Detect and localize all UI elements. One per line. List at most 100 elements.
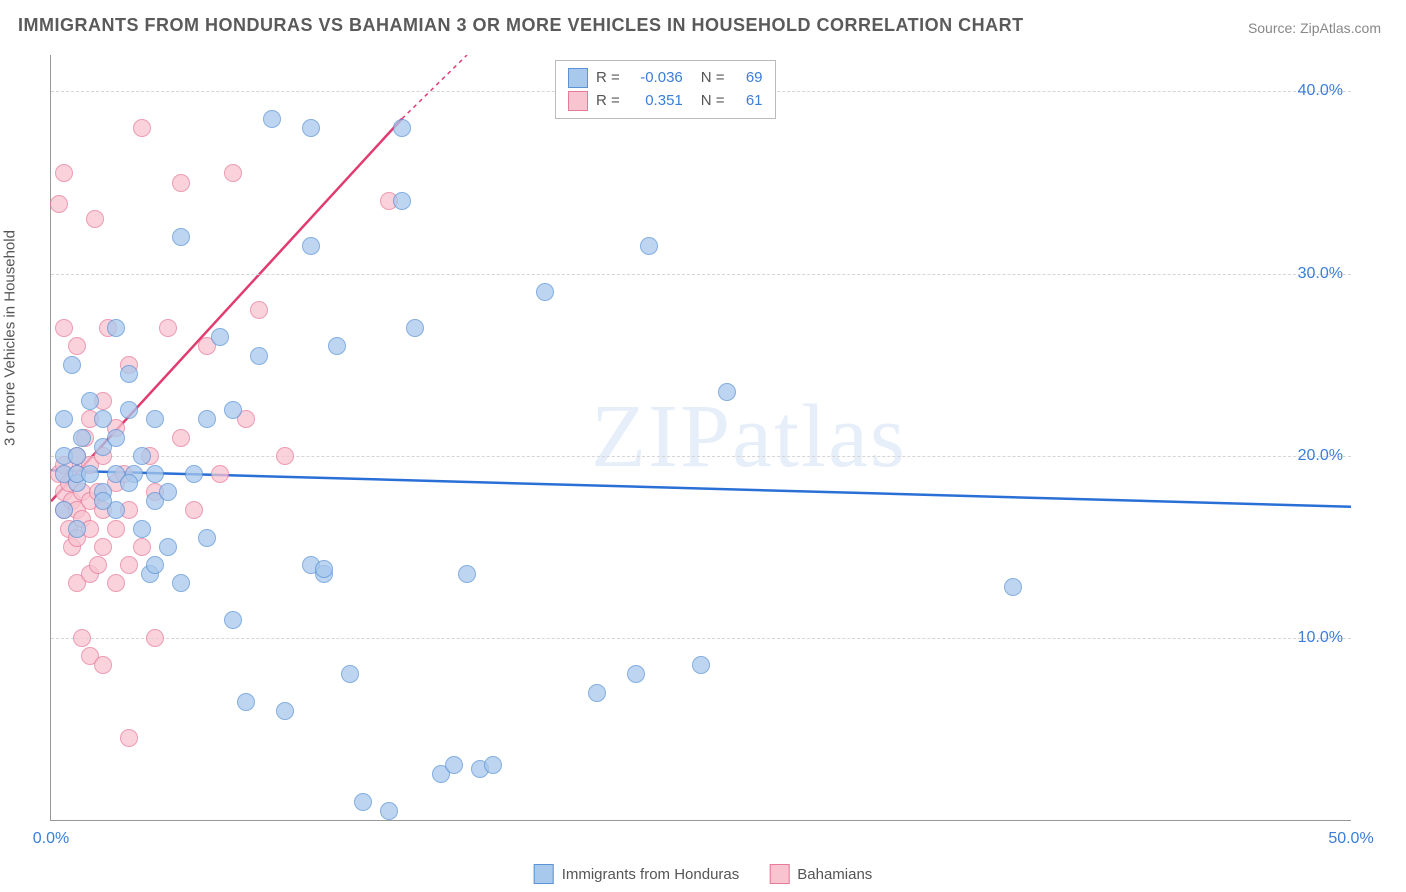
gridline <box>51 274 1351 275</box>
data-point <box>224 164 242 182</box>
data-point <box>159 538 177 556</box>
data-point <box>120 474 138 492</box>
data-point <box>718 383 736 401</box>
y-tick-label: 10.0% <box>1298 629 1343 647</box>
data-point <box>276 447 294 465</box>
data-point <box>73 429 91 447</box>
data-point <box>211 465 229 483</box>
data-point <box>146 465 164 483</box>
legend-label: Immigrants from Honduras <box>562 866 740 883</box>
swatch-icon <box>534 864 554 884</box>
legend-row: R = 0.351 N = 61 <box>568 90 763 113</box>
data-point <box>81 392 99 410</box>
data-point <box>484 756 502 774</box>
n-label: N = <box>701 67 725 90</box>
data-point <box>172 574 190 592</box>
data-point <box>55 319 73 337</box>
data-point <box>354 793 372 811</box>
x-tick-label: 50.0% <box>1328 830 1373 848</box>
data-point <box>73 629 91 647</box>
data-point <box>94 410 112 428</box>
data-point <box>133 538 151 556</box>
r-label: R = <box>596 90 620 113</box>
data-point <box>159 319 177 337</box>
data-point <box>445 756 463 774</box>
data-point <box>68 337 86 355</box>
data-point <box>250 301 268 319</box>
y-tick-label: 30.0% <box>1298 265 1343 283</box>
data-point <box>250 347 268 365</box>
data-point <box>406 319 424 337</box>
data-point <box>211 328 229 346</box>
data-point <box>380 802 398 820</box>
x-tick-label: 0.0% <box>33 830 69 848</box>
data-point <box>107 319 125 337</box>
gridline <box>51 456 1351 457</box>
data-point <box>50 195 68 213</box>
data-point <box>55 410 73 428</box>
data-point <box>185 465 203 483</box>
data-point <box>68 447 86 465</box>
data-point <box>120 401 138 419</box>
data-point <box>94 492 112 510</box>
data-point <box>133 447 151 465</box>
plot-area: ZIPatlas 10.0%20.0%30.0%40.0%0.0%50.0% <box>50 55 1351 821</box>
data-point <box>146 410 164 428</box>
data-point <box>198 529 216 547</box>
data-point <box>237 693 255 711</box>
legend-label: Bahamians <box>797 866 872 883</box>
legend-series: Immigrants from Honduras Bahamians <box>534 864 873 884</box>
r-value: 0.351 <box>628 90 683 113</box>
legend-row: R =-0.036N =69 <box>568 67 763 90</box>
data-point <box>198 410 216 428</box>
data-point <box>107 520 125 538</box>
watermark: ZIPatlas <box>591 385 907 488</box>
data-point <box>276 702 294 720</box>
legend-item-honduras: Immigrants from Honduras <box>534 864 740 884</box>
n-label: N = <box>701 90 725 113</box>
y-axis-label: 3 or more Vehicles in Household <box>2 230 19 446</box>
data-point <box>224 611 242 629</box>
data-point <box>302 119 320 137</box>
data-point <box>146 556 164 574</box>
data-point <box>172 228 190 246</box>
data-point <box>120 365 138 383</box>
data-point <box>94 538 112 556</box>
source-label: Source: ZipAtlas.com <box>1248 20 1381 36</box>
data-point <box>172 429 190 447</box>
data-point <box>1004 578 1022 596</box>
swatch-icon <box>568 91 588 111</box>
data-point <box>86 210 104 228</box>
n-value: 61 <box>733 90 763 113</box>
data-point <box>172 174 190 192</box>
swatch-icon <box>568 68 588 88</box>
legend-correlation: R =-0.036N =69R =0.351N =61 <box>555 60 776 119</box>
data-point <box>159 483 177 501</box>
data-point <box>315 560 333 578</box>
data-point <box>393 192 411 210</box>
data-point <box>536 283 554 301</box>
data-point <box>640 237 658 255</box>
data-point <box>133 119 151 137</box>
y-tick-label: 40.0% <box>1298 82 1343 100</box>
data-point <box>146 629 164 647</box>
data-point <box>89 556 107 574</box>
data-point <box>458 565 476 583</box>
data-point <box>120 729 138 747</box>
data-point <box>55 501 73 519</box>
data-point <box>81 465 99 483</box>
data-point <box>133 520 151 538</box>
data-point <box>328 337 346 355</box>
data-point <box>224 401 242 419</box>
data-point <box>107 429 125 447</box>
data-point <box>63 356 81 374</box>
n-value: 69 <box>733 67 763 90</box>
data-point <box>341 665 359 683</box>
swatch-icon <box>769 864 789 884</box>
data-point <box>393 119 411 137</box>
r-label: R = <box>596 67 620 90</box>
data-point <box>120 556 138 574</box>
chart-title: IMMIGRANTS FROM HONDURAS VS BAHAMIAN 3 O… <box>18 15 1024 36</box>
data-point <box>68 520 86 538</box>
data-point <box>185 501 203 519</box>
